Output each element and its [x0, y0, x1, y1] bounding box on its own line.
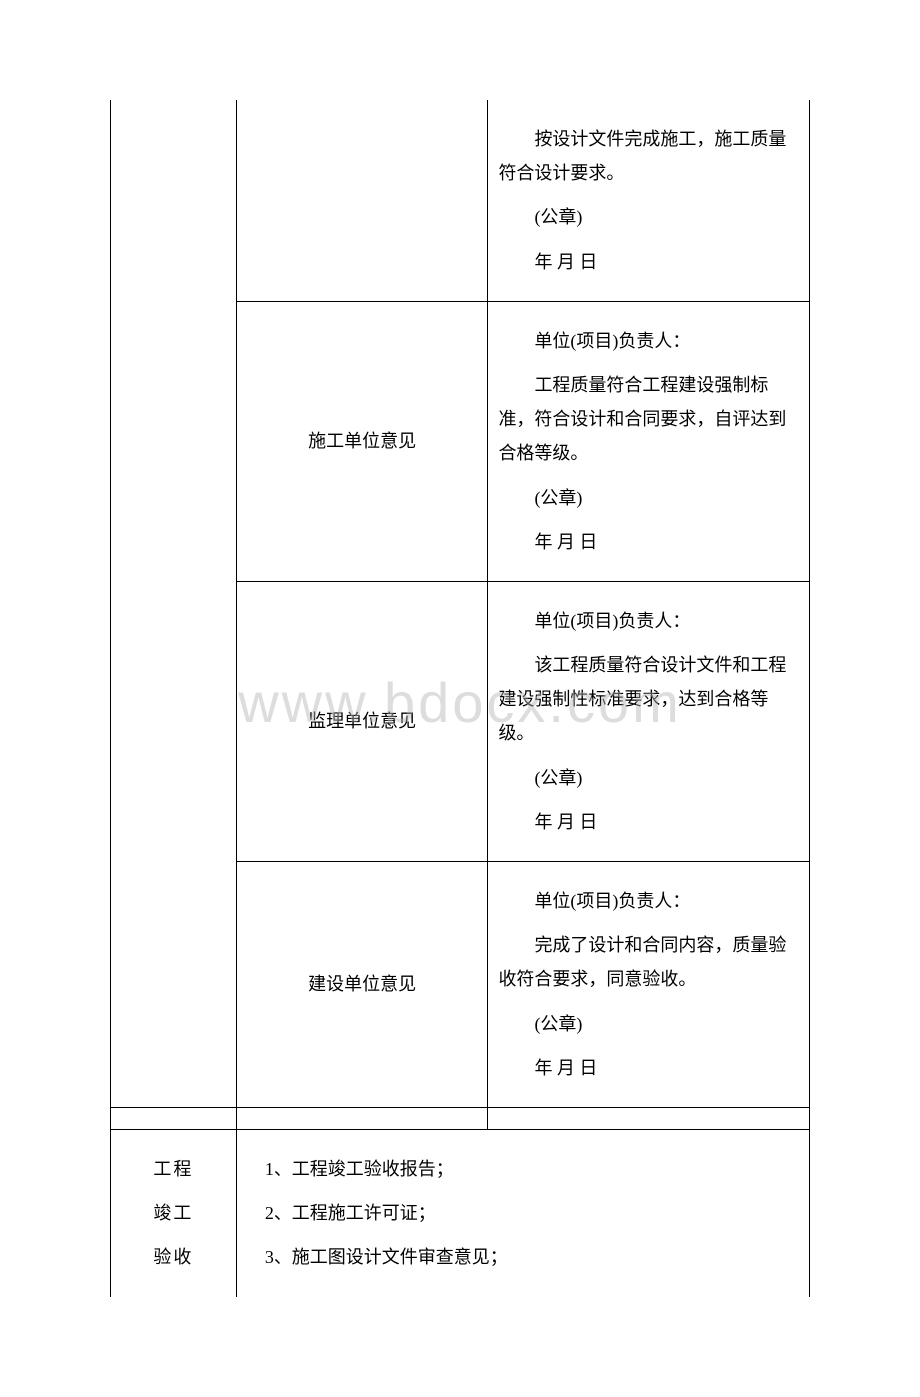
opinion-label-cell: 建设单位意见: [236, 862, 488, 1108]
seal-text: (公章): [498, 1007, 799, 1041]
row-group-label-cell: [111, 100, 237, 1107]
cell-content: 单位(项目)负责人： 该工程质量符合设计文件和工程建设强制性标准要求，达到合格等…: [498, 604, 799, 839]
opinion-content-cell: 单位(项目)负责人： 该工程质量符合设计文件和工程建设强制性标准要求，达到合格等…: [488, 581, 810, 861]
opinion-content-cell: 单位(项目)负责人： 完成了设计和合同内容，质量验收符合要求，同意验收。 (公章…: [488, 862, 810, 1108]
responsible-text: 单位(项目)负责人：: [498, 884, 799, 918]
cell-content: 单位(项目)负责人： 工程质量符合工程建设强制标准，符合设计和合同要求，自评达到…: [498, 324, 799, 559]
seal-text: (公章): [498, 481, 799, 515]
date-text: 年 月 日: [498, 245, 799, 279]
list-item: 2、工程施工许可证；: [265, 1196, 799, 1230]
content-text: 完成了设计和合同内容，质量验收符合要求，同意验收。: [498, 928, 799, 996]
opinion-label-cell: 施工单位意见: [236, 301, 488, 581]
label-line: 验收: [121, 1240, 226, 1274]
spacer-cell: [111, 1107, 237, 1129]
spacer-row: [111, 1107, 810, 1129]
table-row: 按设计文件完成施工，施工质量符合设计要求。 (公章) 年 月 日: [111, 100, 810, 301]
document-list-cell: 1、工程竣工验收报告； 2、工程施工许可证； 3、施工图设计文件审查意见；: [236, 1129, 809, 1296]
date-text: 年 月 日: [498, 525, 799, 559]
opinion-label-cell: [236, 100, 488, 301]
section-label-cell: 工程 竣工 验收: [111, 1129, 237, 1296]
opinion-label-cell: 监理单位意见: [236, 581, 488, 861]
list-item: 1、工程竣工验收报告；: [265, 1152, 799, 1186]
document-page: 按设计文件完成施工，施工质量符合设计要求。 (公章) 年 月 日 施工单位意见 …: [0, 0, 920, 1397]
table-row: 工程 竣工 验收 1、工程竣工验收报告； 2、工程施工许可证； 3、施工图设计文…: [111, 1129, 810, 1296]
label-line: 工程: [121, 1152, 226, 1186]
responsible-text: 单位(项目)负责人：: [498, 604, 799, 638]
responsible-text: 单位(项目)负责人：: [498, 324, 799, 358]
date-text: 年 月 日: [498, 1051, 799, 1085]
cell-content: 工程 竣工 验收: [121, 1152, 226, 1275]
content-text: 工程质量符合工程建设强制标准，符合设计和合同要求，自评达到合格等级。: [498, 368, 799, 471]
seal-text: (公章): [498, 200, 799, 234]
list-item: 3、施工图设计文件审查意见；: [265, 1240, 799, 1274]
seal-text: (公章): [498, 761, 799, 795]
spacer-cell: [236, 1107, 488, 1129]
main-table: 按设计文件完成施工，施工质量符合设计要求。 (公章) 年 月 日 施工单位意见 …: [110, 100, 810, 1297]
cell-content: 单位(项目)负责人： 完成了设计和合同内容，质量验收符合要求，同意验收。 (公章…: [498, 884, 799, 1085]
label-line: 竣工: [121, 1196, 226, 1230]
spacer-cell: [488, 1107, 810, 1129]
opinion-content-cell: 单位(项目)负责人： 工程质量符合工程建设强制标准，符合设计和合同要求，自评达到…: [488, 301, 810, 581]
date-text: 年 月 日: [498, 805, 799, 839]
cell-content: 按设计文件完成施工，施工质量符合设计要求。 (公章) 年 月 日: [498, 122, 799, 279]
content-text: 该工程质量符合设计文件和工程建设强制性标准要求，达到合格等级。: [498, 648, 799, 751]
opinion-content-cell: 按设计文件完成施工，施工质量符合设计要求。 (公章) 年 月 日: [488, 100, 810, 301]
content-text: 按设计文件完成施工，施工质量符合设计要求。: [498, 122, 799, 190]
